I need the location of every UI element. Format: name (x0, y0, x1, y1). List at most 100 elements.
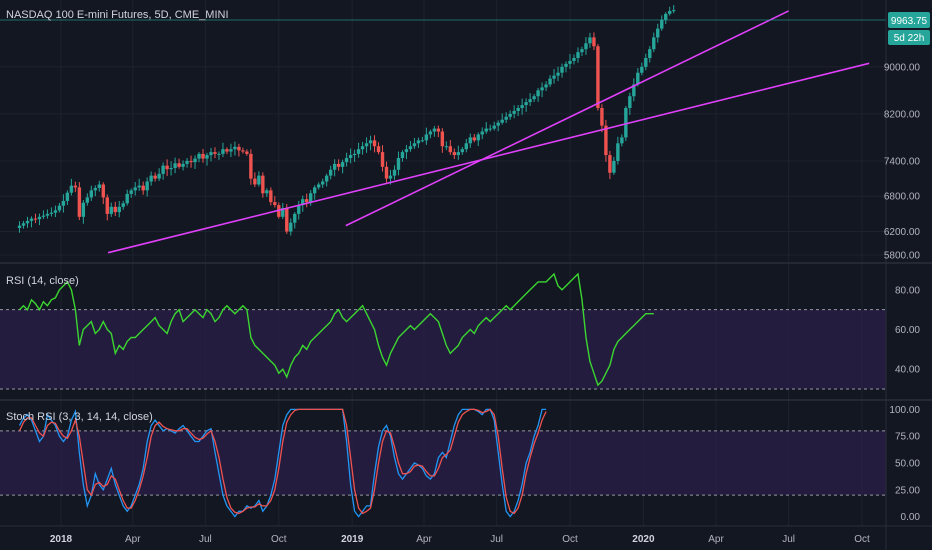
candle[interactable] (604, 119, 608, 162)
candle[interactable] (205, 152, 209, 166)
candle[interactable] (456, 145, 461, 160)
candle[interactable] (161, 162, 165, 180)
candle[interactable] (648, 46, 652, 63)
candle[interactable] (380, 145, 385, 172)
candle[interactable] (576, 47, 580, 63)
candle[interactable] (253, 172, 257, 188)
candle[interactable] (472, 133, 476, 143)
candle[interactable] (404, 144, 409, 160)
candle[interactable] (348, 148, 353, 164)
candle[interactable] (309, 190, 313, 206)
candle[interactable] (608, 150, 612, 180)
candle[interactable] (512, 105, 516, 119)
candle[interactable] (81, 200, 86, 224)
candle[interactable] (372, 135, 377, 153)
candle[interactable] (261, 172, 265, 198)
candle[interactable] (468, 133, 472, 148)
candle[interactable] (225, 147, 229, 155)
candle[interactable] (221, 142, 225, 158)
candle[interactable] (352, 149, 357, 162)
candle[interactable] (173, 157, 177, 174)
candle[interactable] (145, 177, 149, 197)
stoch-axis[interactable]: 100.00 75.00 50.00 25.00 0.00 (889, 405, 920, 523)
candle[interactable] (125, 189, 129, 206)
candle[interactable] (476, 132, 480, 147)
candle[interactable] (436, 125, 441, 138)
candle[interactable] (41, 210, 46, 219)
candle[interactable] (524, 98, 528, 112)
candle[interactable] (564, 61, 568, 73)
candle[interactable] (412, 137, 417, 149)
candle[interactable] (129, 188, 133, 198)
candle[interactable] (237, 143, 241, 157)
candle[interactable] (17, 221, 22, 233)
candle[interactable] (384, 161, 389, 183)
candle[interactable] (444, 141, 449, 151)
candle[interactable] (464, 138, 468, 153)
candle[interactable] (460, 146, 464, 155)
candle[interactable] (400, 150, 405, 162)
candle[interactable] (281, 202, 285, 220)
candle[interactable] (600, 104, 604, 133)
candle[interactable] (340, 159, 345, 174)
candle[interactable] (121, 200, 125, 210)
candle[interactable] (632, 78, 636, 102)
candle[interactable] (177, 158, 181, 169)
candle[interactable] (153, 172, 157, 182)
candle[interactable] (137, 178, 141, 191)
candle[interactable] (620, 134, 624, 147)
time-axis[interactable]: 2018 Apr Jul Oct 2019 Apr Jul Oct 2020 Apr Jul Oct (50, 534, 870, 545)
candle[interactable] (344, 152, 349, 167)
candle[interactable] (424, 127, 429, 145)
candle[interactable] (508, 110, 512, 120)
candle[interactable] (408, 140, 413, 152)
candle[interactable] (640, 62, 644, 76)
trendline[interactable] (107, 62, 870, 254)
candle[interactable] (652, 32, 656, 53)
candle[interactable] (97, 180, 101, 192)
candle[interactable] (324, 173, 329, 187)
candle[interactable] (544, 81, 548, 92)
candle[interactable] (568, 54, 572, 69)
candle[interactable] (428, 129, 433, 139)
candle[interactable] (556, 66, 560, 82)
candle[interactable] (233, 141, 237, 156)
candle[interactable] (293, 212, 297, 229)
candle[interactable] (596, 44, 600, 111)
candle[interactable] (664, 12, 668, 25)
candle[interactable] (588, 32, 592, 48)
candle[interactable] (93, 185, 98, 197)
candle[interactable] (452, 148, 457, 160)
candle[interactable] (396, 151, 401, 176)
candle[interactable] (536, 87, 540, 102)
candle[interactable] (392, 165, 397, 180)
candle[interactable] (29, 216, 34, 228)
candle[interactable] (368, 135, 373, 151)
candle[interactable] (320, 178, 325, 188)
candle[interactable] (157, 168, 161, 182)
candle[interactable] (149, 171, 153, 186)
candle[interactable] (165, 159, 169, 177)
candle[interactable] (193, 155, 197, 169)
candle[interactable] (552, 69, 556, 84)
candle[interactable] (169, 161, 173, 176)
candle[interactable] (77, 182, 82, 221)
candle[interactable] (504, 112, 508, 124)
candle[interactable] (273, 196, 277, 208)
candle[interactable] (45, 209, 50, 219)
rsi-axis[interactable]: 80.00 60.00 40.00 (895, 285, 920, 375)
candle[interactable] (289, 218, 293, 236)
rsi-pane[interactable] (0, 272, 886, 390)
candle[interactable] (117, 201, 121, 218)
candle[interactable] (61, 194, 66, 213)
candle[interactable] (548, 75, 552, 88)
candle[interactable] (181, 160, 185, 171)
candle[interactable] (656, 23, 660, 43)
candle[interactable] (65, 190, 70, 206)
candle[interactable] (21, 220, 26, 229)
candle[interactable] (257, 171, 261, 187)
candle[interactable] (213, 147, 217, 159)
candle[interactable] (532, 94, 536, 103)
candle[interactable] (420, 136, 425, 143)
candle[interactable] (668, 6, 672, 16)
